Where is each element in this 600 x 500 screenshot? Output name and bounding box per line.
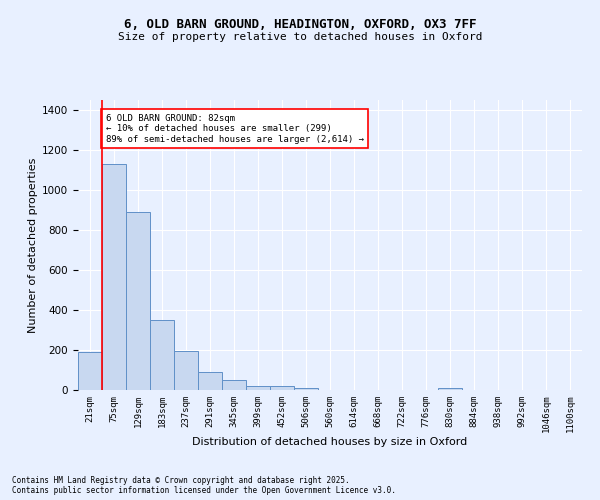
Bar <box>438 388 462 390</box>
Bar <box>102 164 126 390</box>
Text: 6, OLD BARN GROUND, HEADINGTON, OXFORD, OX3 7FF: 6, OLD BARN GROUND, HEADINGTON, OXFORD, … <box>124 18 476 30</box>
Bar <box>222 380 246 390</box>
Bar <box>150 320 174 390</box>
Bar <box>174 351 198 390</box>
X-axis label: Distribution of detached houses by size in Oxford: Distribution of detached houses by size … <box>193 436 467 446</box>
Bar <box>198 372 222 390</box>
Bar <box>246 386 270 390</box>
Bar <box>78 352 102 390</box>
Y-axis label: Number of detached properties: Number of detached properties <box>28 158 38 332</box>
Text: 6 OLD BARN GROUND: 82sqm
← 10% of detached houses are smaller (299)
89% of semi-: 6 OLD BARN GROUND: 82sqm ← 10% of detach… <box>106 114 364 144</box>
Bar <box>294 388 318 390</box>
Bar <box>270 386 294 390</box>
Bar <box>126 212 150 390</box>
Text: Contains HM Land Registry data © Crown copyright and database right 2025.
Contai: Contains HM Land Registry data © Crown c… <box>12 476 396 495</box>
Text: Size of property relative to detached houses in Oxford: Size of property relative to detached ho… <box>118 32 482 42</box>
